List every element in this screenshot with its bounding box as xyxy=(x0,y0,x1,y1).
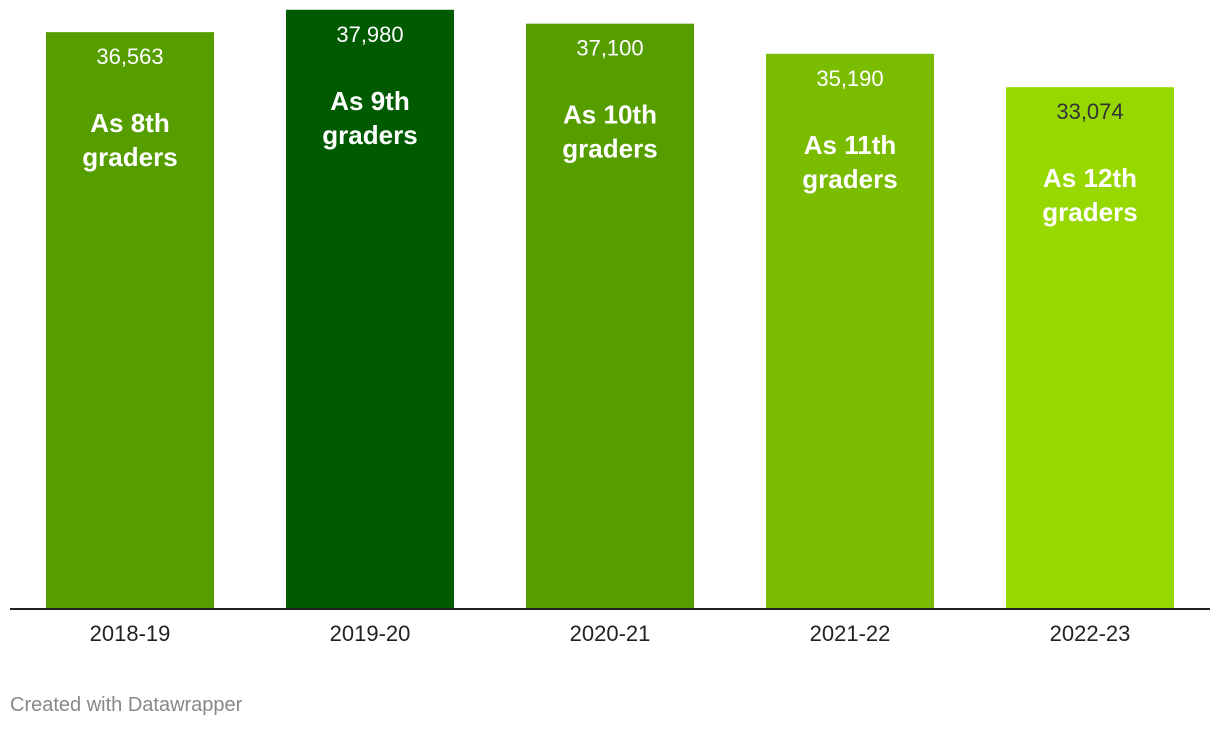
bar-2019-20 xyxy=(286,9,454,610)
bar-annotation-2019-20-line-1: As 9th xyxy=(330,86,409,116)
value-label-2022-23: 33,074 xyxy=(1056,99,1123,124)
bar-group-2021-22: 35,190 As 11th graders 2021-22 xyxy=(766,53,934,646)
bar-2018-19 xyxy=(46,32,214,609)
x-tick-label-2020-21: 2020-21 xyxy=(570,621,651,646)
bar-annotation-2020-21-line-1: As 10th xyxy=(563,100,657,130)
x-tick-label-2018-19: 2018-19 xyxy=(90,621,171,646)
bar-annotation-2022-23-line-2: graders xyxy=(1042,197,1137,227)
bar-2021-22 xyxy=(766,53,934,610)
bar-2022-23 xyxy=(1006,87,1174,610)
value-label-2021-22: 35,190 xyxy=(816,66,883,91)
bar-annotation-2022-23-line-1: As 12th xyxy=(1043,163,1137,193)
x-tick-label-2022-23: 2022-23 xyxy=(1050,621,1131,646)
x-tick-label-2019-20: 2019-20 xyxy=(330,621,411,646)
value-label-2018-19: 36,563 xyxy=(96,44,163,69)
datawrapper-credit: Created with Datawrapper xyxy=(10,694,243,716)
bar-group-2020-21: 37,100 As 10th graders 2020-21 xyxy=(526,23,694,646)
value-label-2020-21: 37,100 xyxy=(576,36,643,61)
bar-annotation-2019-20-line-2: graders xyxy=(322,120,417,150)
bar-annotation-2018-19-line-1: As 8th xyxy=(90,108,169,138)
value-label-2019-20: 37,980 xyxy=(336,22,403,47)
bar-annotation-2021-22-line-2: graders xyxy=(802,164,897,194)
bar-2020-21 xyxy=(526,23,694,609)
bar-group-2022-23: 33,074 As 12th graders 2022-23 xyxy=(1006,87,1174,646)
x-tick-label-2021-22: 2021-22 xyxy=(810,621,891,646)
bar-annotation-2021-22-line-1: As 11th xyxy=(804,130,897,160)
bar-group-2018-19: 36,563 As 8th graders 2018-19 xyxy=(46,32,214,646)
bar-annotation-2020-21-line-2: graders xyxy=(562,134,657,164)
bar-annotation-2018-19-line-2: graders xyxy=(82,142,177,172)
bar-group-2019-20: 37,980 As 9th graders 2019-20 xyxy=(286,9,454,646)
